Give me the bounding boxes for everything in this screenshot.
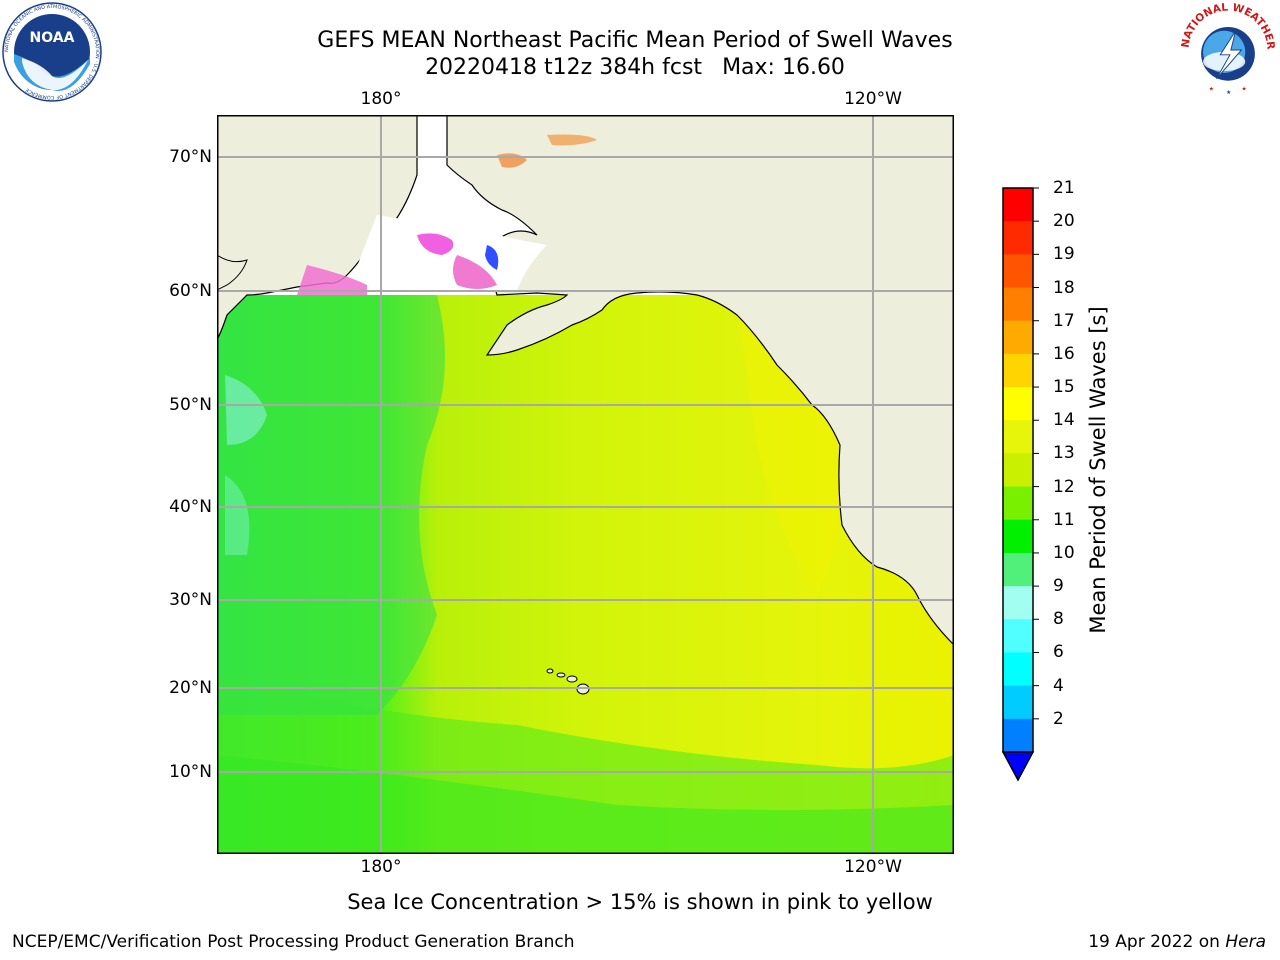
lat-label-30n: 30°N: [169, 590, 212, 610]
cyan-patch-west: [225, 375, 267, 445]
colorbar-block: [1003, 519, 1033, 554]
colorbar-tick-label: 6: [1053, 642, 1064, 663]
footer-date-text: 19 Apr 2022 on: [1088, 932, 1220, 952]
sea-ice-pink-3: [297, 265, 367, 295]
lon-label-bottom-180: 180°: [360, 857, 402, 877]
colorbar-block: [1003, 718, 1033, 753]
colorbar-block: [1003, 453, 1033, 488]
colorbar-tick-label: 14: [1053, 410, 1075, 431]
colorbar-tick-label: 12: [1053, 476, 1075, 497]
colorbar-frame: [1002, 187, 1034, 753]
grid-lines: [217, 115, 954, 854]
footer-host: Hera: [1225, 932, 1266, 952]
footer-date: 19 Apr 2022 on Hera: [1088, 932, 1266, 952]
colorbar-tick-label: 13: [1053, 443, 1075, 464]
lon-label-top-120w: 120°W: [844, 89, 902, 109]
sea-ice-pink-2: [453, 255, 497, 289]
north-america-land: [446, 115, 954, 646]
map-frame: [217, 115, 954, 854]
colorbar-tick-label: 21: [1053, 178, 1075, 198]
lon-label-top-180: 180°: [360, 89, 402, 109]
colorbar-block: [1003, 188, 1033, 222]
title-line-2: 20220418 t12z 384h fcst Max: 16.60: [180, 54, 1090, 81]
lat-label-50n: 50°N: [169, 395, 212, 415]
footer-branch: NCEP/EMC/Verification Post Processing Pr…: [12, 932, 575, 952]
colorbar-block: [1003, 586, 1033, 620]
colorbar-tick-label: 11: [1053, 509, 1075, 530]
swell-period-map: [217, 115, 954, 854]
tropical-green-band-lower: [217, 755, 954, 854]
max-value: Max: 16.60: [722, 55, 845, 80]
colorbar-tick-label: 17: [1053, 310, 1075, 331]
colorbar-block: [1003, 254, 1033, 289]
colorbar-tick-label: 19: [1053, 244, 1075, 265]
colorbar-block: [1003, 353, 1033, 388]
colorbar-block: [1003, 420, 1033, 454]
noaa-logo: NOAA NATIONAL OCEANIC AND ATMOSPHERIC AD…: [2, 2, 102, 102]
colorbar-block: [1003, 619, 1033, 653]
kamchatka-land: [217, 254, 248, 291]
lon-label-bottom-120w: 120°W: [844, 857, 902, 877]
svg-text:★: ★: [1226, 89, 1231, 96]
bering-sea-ice-area: [347, 215, 547, 295]
colorbar-block: [1003, 221, 1033, 255]
lat-label-20n: 20°N: [169, 678, 212, 698]
forecast-info: 20220418 t12z 384h fcst: [425, 55, 703, 80]
colorbar-tick-label: 8: [1053, 609, 1064, 630]
colorbar-block: [1003, 652, 1033, 687]
colorbar-extend-triangle: [1001, 751, 1035, 782]
lat-label-70n: 70°N: [169, 147, 212, 167]
colorbar-tick-label: 10: [1053, 542, 1075, 563]
western-green-area: [217, 295, 445, 715]
cyan-patch-west-2: [225, 475, 250, 555]
svg-text:★: ★: [1241, 85, 1246, 92]
colorbar-label: Mean Period of Swell Waves [s]: [1086, 306, 1110, 634]
colorbar-block: [1003, 387, 1033, 421]
colorbar-block: [1003, 685, 1033, 720]
colorbar-tick-label: 2: [1053, 708, 1064, 729]
colorbar-block: [1003, 486, 1033, 521]
colorbar-tick-label: 20: [1053, 211, 1075, 232]
title-line-1: GEFS MEAN Northeast Pacific Mean Period …: [317, 28, 953, 53]
colorbar-tick-label: 15: [1053, 377, 1075, 398]
colorbar: [1001, 187, 1039, 782]
lat-label-60n: 60°N: [169, 281, 212, 301]
sea-ice-note: Sea Ice Concentration > 15% is shown in …: [347, 890, 933, 914]
colorbar-tick-label: 16: [1053, 343, 1075, 364]
colorbar-tick-label: 18: [1053, 277, 1075, 298]
nws-logo: NATIONAL WEATHER SERVICE ★ ★ ★: [1178, 2, 1277, 96]
lat-label-40n: 40°N: [169, 497, 212, 517]
colorbar-tick-label: 9: [1053, 576, 1064, 597]
svg-text:★: ★: [1209, 85, 1214, 92]
colorbar-block: [1003, 552, 1033, 587]
colorbar-block: [1003, 287, 1033, 322]
colorbar-tick-label: 4: [1053, 675, 1064, 696]
sea-ice-orange-2: [547, 134, 597, 146]
lat-label-10n: 10°N: [169, 762, 212, 782]
sea-ice-blue-patch: [485, 245, 499, 270]
svg-text:NOAA: NOAA: [30, 30, 75, 46]
sea-ice-pink-1: [417, 233, 454, 255]
colorbar-block: [1003, 320, 1033, 355]
